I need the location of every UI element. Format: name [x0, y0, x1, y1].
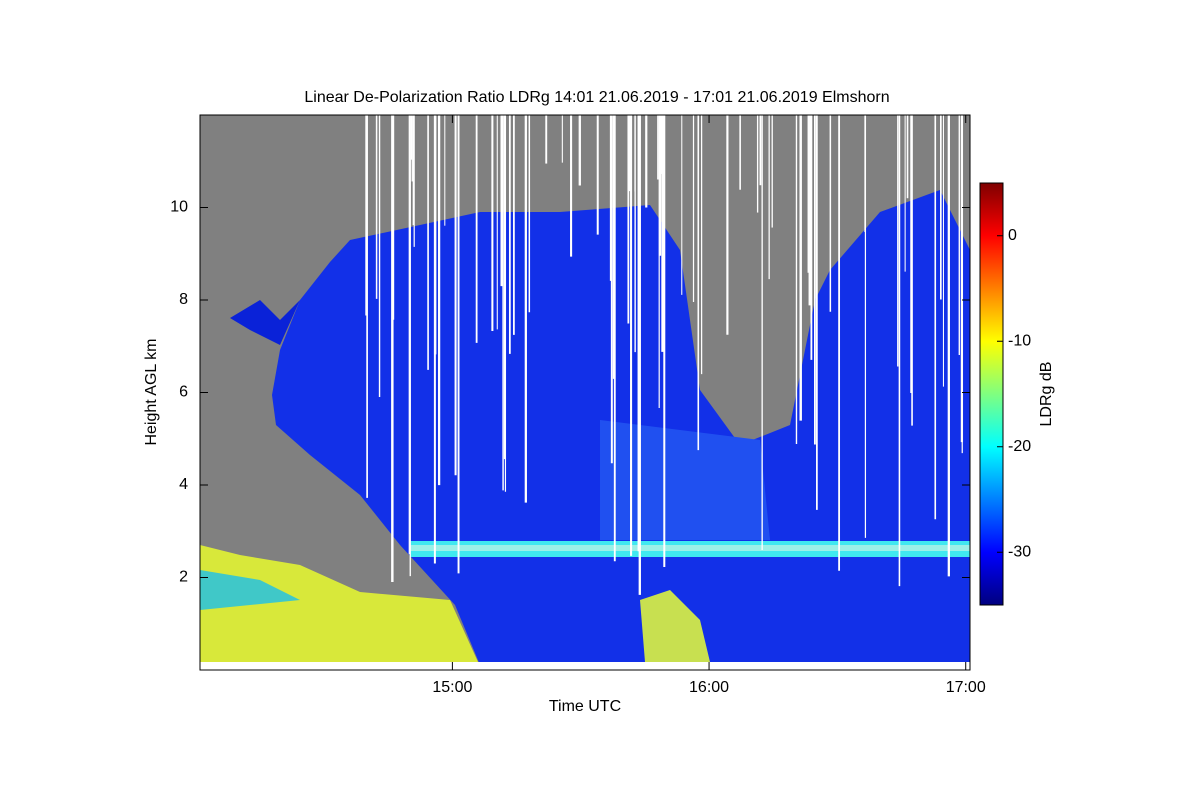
x-tick-label: 16:00	[689, 679, 729, 696]
y-tick-label: 6	[179, 384, 188, 401]
colorbar-tick-label: 0	[1008, 227, 1017, 244]
colorbar-tick-label: -10	[1008, 332, 1031, 349]
x-axis-label: Time UTC	[549, 698, 621, 715]
colorbar-tick-label: -20	[1008, 438, 1031, 455]
chart-title: Linear De-Polarization Ratio LDRg 14:01 …	[304, 89, 889, 106]
y-tick-label: 10	[170, 199, 188, 216]
plot-field	[200, 115, 970, 670]
colorbar-label: LDRg dB	[1038, 362, 1055, 427]
y-tick-label: 4	[179, 476, 188, 493]
x-tick-label: 15:00	[432, 679, 472, 696]
y-tick-label: 2	[179, 569, 188, 586]
y-tick-label: 8	[179, 291, 188, 308]
y-axis-label: Height AGL km	[143, 338, 160, 445]
colorbar-tick-label: -30	[1008, 543, 1031, 560]
x-tick-label: 17:00	[946, 679, 986, 696]
colorbar	[979, 182, 1004, 606]
